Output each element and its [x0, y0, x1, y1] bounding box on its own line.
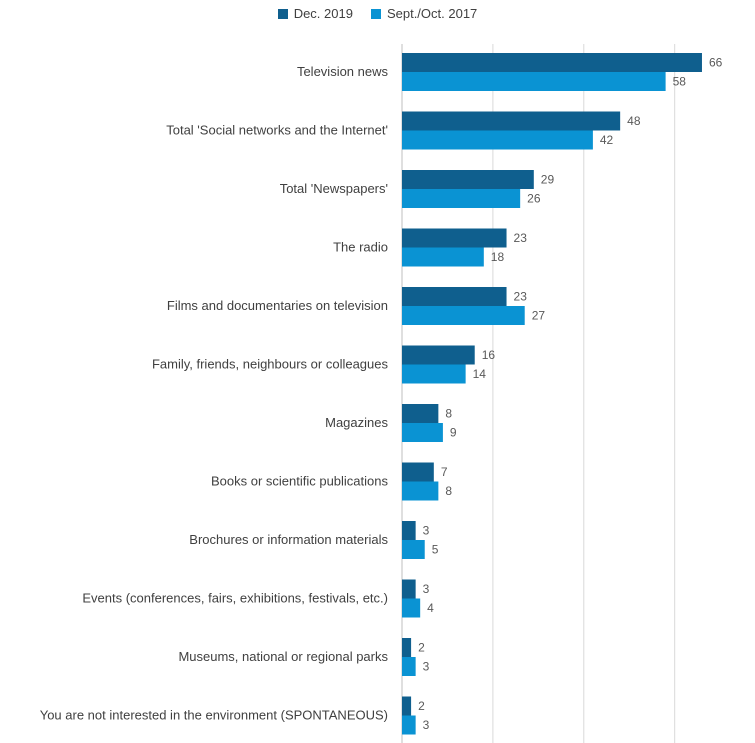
legend-swatch-dec-2019 [277, 8, 288, 19]
category-label: Magazines [325, 415, 388, 430]
data-label: 3 [423, 660, 430, 674]
data-label: 18 [491, 250, 505, 264]
data-label: 29 [541, 173, 555, 187]
data-label: 26 [527, 192, 541, 206]
legend-item-sept-oct-2017: Sept./Oct. 2017 [370, 6, 478, 21]
data-label: 3 [423, 718, 430, 732]
category-label: Brochures or information materials [189, 532, 388, 547]
data-label: 2 [418, 641, 425, 655]
bar-sept-oct-2017 [402, 189, 521, 208]
category-label: Films and documentaries on television [167, 298, 388, 313]
category-label: Books or scientific publications [211, 474, 389, 489]
bar-dec-2019 [402, 521, 416, 540]
data-label: 4 [427, 601, 434, 615]
bar-dec-2019 [402, 404, 439, 423]
legend-label-sept-oct-2017: Sept./Oct. 2017 [386, 6, 478, 21]
data-label: 16 [482, 348, 496, 362]
bar-sept-oct-2017 [402, 306, 525, 325]
data-label: 42 [600, 133, 614, 147]
bar-sept-oct-2017 [402, 481, 439, 501]
data-label: 3 [423, 524, 430, 538]
category-label: Events (conferences, fairs, exhibitions,… [82, 591, 388, 606]
category-label: Family, friends, neighbours or colleague… [152, 357, 389, 372]
legend-swatch-sept-oct-2017 [370, 8, 381, 19]
data-label: 2 [418, 699, 425, 713]
bar-sept-oct-2017 [402, 72, 666, 91]
data-label: 48 [627, 114, 641, 128]
data-label: 5 [432, 543, 439, 557]
category-label: Television news [297, 64, 389, 79]
bar-sept-oct-2017 [402, 423, 443, 442]
data-label: 9 [450, 426, 457, 440]
bar-sept-oct-2017 [402, 130, 593, 150]
data-label: 8 [445, 484, 452, 498]
bar-dec-2019 [402, 111, 621, 131]
data-label: 3 [423, 582, 430, 596]
bar-dec-2019 [402, 228, 507, 248]
data-label: 14 [473, 367, 487, 381]
category-label: Total 'Social networks and the Internet' [166, 123, 388, 138]
category-label: Museums, national or regional parks [178, 649, 388, 664]
bar-sept-oct-2017 [402, 715, 416, 735]
bar-sept-oct-2017 [402, 364, 466, 384]
category-label: The radio [333, 240, 388, 255]
data-label: 23 [514, 231, 528, 245]
bar-dec-2019 [402, 287, 507, 306]
category-label: You are not interested in the environmen… [40, 708, 388, 723]
data-label: 66 [709, 56, 723, 70]
legend: Dec. 2019 Sept./Oct. 2017 [0, 6, 755, 21]
legend-item-dec-2019: Dec. 2019 [277, 6, 353, 21]
data-label: 27 [532, 309, 546, 323]
data-label: 8 [445, 407, 452, 421]
data-label: 7 [441, 465, 448, 479]
category-label: Total 'Newspapers' [280, 181, 388, 196]
bar-sept-oct-2017 [402, 247, 484, 267]
bar-dec-2019 [402, 170, 534, 189]
bar-dec-2019 [402, 345, 475, 365]
legend-label-dec-2019: Dec. 2019 [293, 6, 353, 21]
bar-dec-2019 [402, 696, 412, 716]
bar-sept-oct-2017 [402, 657, 416, 676]
data-label: 58 [673, 75, 687, 89]
bar-dec-2019 [402, 53, 702, 72]
bar-sept-oct-2017 [402, 540, 425, 559]
bar-dec-2019 [402, 638, 412, 657]
bar-sept-oct-2017 [402, 598, 421, 618]
bar-dec-2019 [402, 579, 416, 599]
data-label: 23 [514, 290, 528, 304]
bar-dec-2019 [402, 462, 434, 482]
